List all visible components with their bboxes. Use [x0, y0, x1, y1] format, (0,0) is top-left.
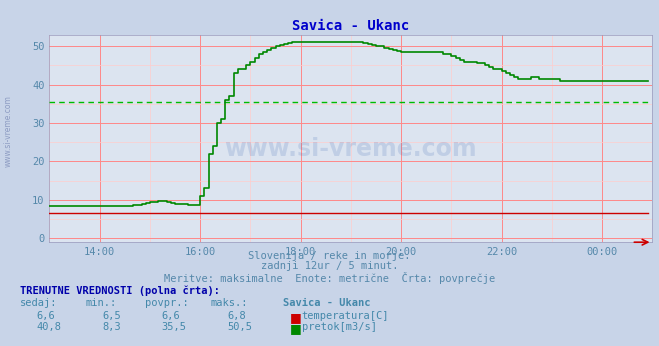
Text: ■: ■	[290, 311, 302, 324]
Text: 35,5: 35,5	[161, 322, 186, 333]
Text: Savica - Ukanc: Savica - Ukanc	[283, 298, 371, 308]
Text: 50,5: 50,5	[227, 322, 252, 333]
Text: sedaj:: sedaj:	[20, 298, 57, 308]
Text: 8,3: 8,3	[102, 322, 121, 333]
Text: temperatura[C]: temperatura[C]	[302, 311, 389, 321]
Text: 6,5: 6,5	[102, 311, 121, 321]
Text: 6,6: 6,6	[161, 311, 180, 321]
Text: zadnji 12ur / 5 minut.: zadnji 12ur / 5 minut.	[261, 261, 398, 271]
Title: Savica - Ukanc: Savica - Ukanc	[293, 19, 409, 34]
Text: Meritve: maksimalne  Enote: metrične  Črta: povprečje: Meritve: maksimalne Enote: metrične Črta…	[164, 272, 495, 284]
Text: povpr.:: povpr.:	[145, 298, 188, 308]
Text: TRENUTNE VREDNOSTI (polna črta):: TRENUTNE VREDNOSTI (polna črta):	[20, 285, 219, 296]
Text: www.si-vreme.com: www.si-vreme.com	[225, 137, 477, 161]
Text: www.si-vreme.com: www.si-vreme.com	[3, 95, 13, 167]
Text: ■: ■	[290, 322, 302, 335]
Text: 40,8: 40,8	[36, 322, 61, 333]
Text: Slovenija / reke in morje.: Slovenija / reke in morje.	[248, 251, 411, 261]
Text: pretok[m3/s]: pretok[m3/s]	[302, 322, 377, 333]
Text: 6,6: 6,6	[36, 311, 55, 321]
Text: min.:: min.:	[86, 298, 117, 308]
Text: 6,8: 6,8	[227, 311, 246, 321]
Text: maks.:: maks.:	[211, 298, 248, 308]
